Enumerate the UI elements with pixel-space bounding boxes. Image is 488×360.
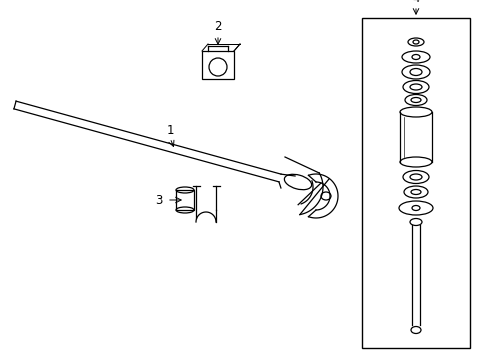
Text: 2: 2 [214, 21, 221, 33]
Bar [202, 51, 234, 79]
Bar [176, 190, 194, 210]
Bar [361, 18, 469, 348]
Text: 1: 1 [166, 125, 173, 138]
Text: 4: 4 [411, 0, 419, 4]
Text: 3: 3 [155, 194, 163, 207]
